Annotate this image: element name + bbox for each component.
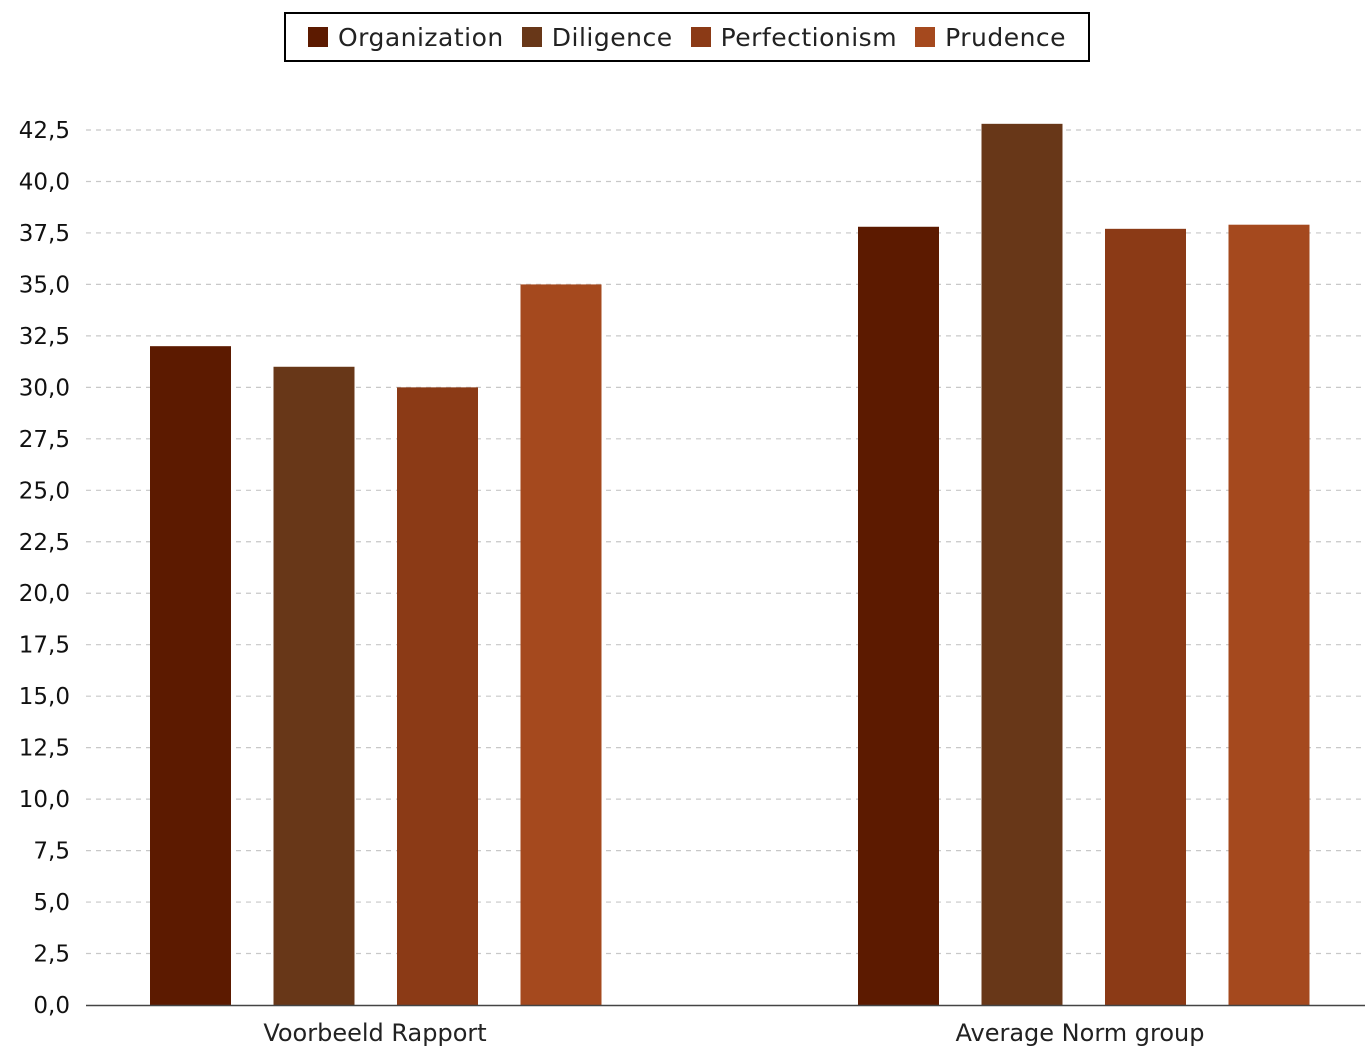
legend: Organization Diligence Perfectionism Pru… — [284, 12, 1090, 62]
y-tick-label: 40,0 — [19, 169, 70, 195]
legend-label-perfectionism: Perfectionism — [720, 22, 898, 52]
bar-perfectionism-voorbeeld-rapport — [397, 387, 478, 1006]
legend-label-diligence: Diligence — [551, 22, 673, 52]
legend-item-diligence: Diligence — [521, 22, 673, 52]
y-tick-label: 2,5 — [33, 942, 70, 968]
legend-item-prudence: Prudence — [915, 23, 1066, 52]
bar-prudence-voorbeeld-rapport — [520, 284, 602, 1006]
y-tick-label: 15,0 — [19, 684, 70, 710]
legend-label-organization: Organization — [337, 22, 504, 52]
bar-organization-average-norm-group — [858, 226, 939, 1005]
y-tick-label: 42,5 — [19, 118, 70, 144]
bar-prudence-average-norm-group — [1228, 224, 1310, 1006]
bar-perfectionism-average-norm-group — [1105, 228, 1186, 1005]
legend-item-organization: Organization — [307, 22, 504, 52]
y-tick-label: 37,5 — [19, 221, 70, 247]
bars — [150, 123, 1310, 1006]
y-tick-label: 25,0 — [19, 478, 70, 504]
x-axis-categories: Voorbeeld Rapport Average Norm group — [263, 1019, 1204, 1047]
y-tick-label: 5,0 — [33, 890, 70, 916]
y-tick-label: 7,5 — [33, 839, 70, 865]
legend-swatch-prudence — [915, 27, 936, 47]
legend-label-prudence: Prudence — [945, 22, 1067, 52]
y-tick-label: 10,0 — [19, 787, 70, 813]
bar-organization-voorbeeld-rapport — [150, 346, 231, 1005]
y-tick-label: 17,5 — [19, 633, 70, 659]
y-tick-label: 30,0 — [19, 375, 70, 401]
legend-swatch-diligence — [521, 27, 542, 47]
y-tick-label: 20,0 — [19, 581, 70, 607]
bar-diligence-voorbeeld-rapport — [273, 366, 355, 1005]
y-tick-label: 32,5 — [19, 324, 70, 350]
legend-swatch-perfectionism — [690, 27, 711, 47]
y-tick-label: 0,0 — [33, 993, 70, 1019]
y-tick-label: 22,5 — [19, 530, 70, 556]
legend-item-perfectionism: Perfectionism — [690, 22, 898, 52]
x-category-label: Voorbeeld Rapport — [263, 1019, 486, 1047]
y-tick-label: 35,0 — [19, 272, 70, 298]
y-tick-label: 12,5 — [19, 736, 70, 762]
legend-swatch-organization — [307, 27, 328, 47]
y-axis-ticks: 0,0 2,5 5,0 7,5 10,0 12,5 15,0 17,5 20,0 22,5 25,0… — [19, 118, 70, 1019]
y-tick-label: 27,5 — [19, 427, 70, 453]
x-category-label: Average Norm group — [956, 1019, 1205, 1047]
bar-diligence-average-norm-group — [981, 123, 1063, 1005]
